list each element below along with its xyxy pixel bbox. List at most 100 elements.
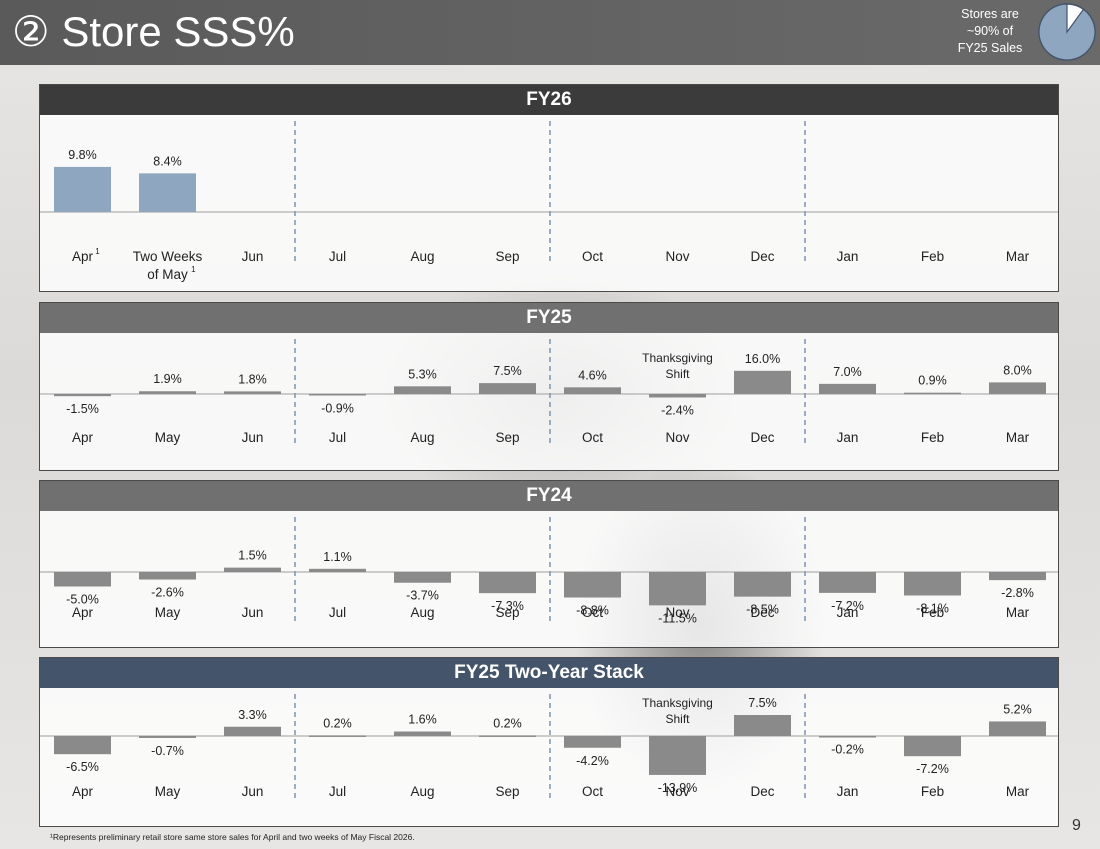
bar-aug xyxy=(394,731,451,736)
data-label: 1.6% xyxy=(408,713,437,727)
bar-mar xyxy=(989,721,1046,736)
tick-label: Oct xyxy=(582,430,603,445)
bar-feb xyxy=(904,572,961,596)
data-label: 7.5% xyxy=(748,696,777,710)
data-label: -1.5% xyxy=(66,402,99,416)
tick-label: Apr xyxy=(72,249,94,264)
annotation-text: Thanksgiving xyxy=(642,351,713,365)
stores-note-line: ~90% of xyxy=(966,24,1014,38)
data-label: 5.3% xyxy=(408,367,437,381)
data-label: 7.0% xyxy=(833,365,862,379)
tick-label: Jul xyxy=(329,249,346,264)
bar-nov xyxy=(649,394,706,398)
tick-label: of May xyxy=(147,267,188,282)
data-label: -13.9% xyxy=(658,781,698,795)
chart-panel-fy25: FY25 -1.5% Apr 1.9% May 1.8% Jun -0.9% Jul 5.3% A… xyxy=(39,302,1059,471)
panel-header-fy25: FY25 xyxy=(40,303,1058,333)
tick-label: Two Weeks xyxy=(133,249,203,264)
panel-header-fy26: FY26 xyxy=(40,85,1058,115)
bar-mar xyxy=(989,382,1046,394)
stores-note-line: FY25 Sales xyxy=(957,41,1023,55)
tick-label: Dec xyxy=(750,430,774,445)
data-label: 1.1% xyxy=(323,550,352,564)
panel-header-fy24: FY24 xyxy=(40,481,1058,511)
tick-label: Dec xyxy=(750,784,774,799)
bar-mar xyxy=(989,572,1046,581)
data-label: -0.7% xyxy=(151,744,184,758)
data-label: 1.9% xyxy=(153,372,182,386)
tick-label: Nov xyxy=(665,430,689,445)
stores-share-pie xyxy=(1038,3,1096,61)
tick-label: Apr xyxy=(72,430,94,445)
data-label: 8.4% xyxy=(153,154,182,168)
data-label: 7.5% xyxy=(493,364,522,378)
bar-apr xyxy=(54,166,111,212)
bar-apr xyxy=(54,572,111,587)
tick-label: Nov xyxy=(665,784,689,799)
data-label: -4.2% xyxy=(576,754,609,768)
tick-label: Jul xyxy=(329,430,346,445)
tick-label: Nov xyxy=(665,249,689,264)
tick-label: Mar xyxy=(1006,605,1030,620)
chart-two-year-stack: -6.5% Apr -0.7% May 3.3% Jun 0.2% Jul 1.6% Aug 0.2… xyxy=(40,694,1058,800)
title-bar: ② Store SSS% Stores are ~90% of FY25 Sal… xyxy=(0,0,1100,65)
tick-label: Sep xyxy=(495,430,519,445)
data-label: -8.8% xyxy=(576,604,609,618)
tick-label: Oct xyxy=(582,605,603,620)
data-label: -0.2% xyxy=(831,743,864,757)
chart-fy24: -5.0%Apr -2.6% May 1.5% Jun 1.1% Jul -3.7% Aug -7… xyxy=(40,517,1058,625)
tick-label: Jan xyxy=(837,605,859,620)
tick-label: May xyxy=(155,784,181,799)
tick-label: Feb xyxy=(921,784,944,799)
bar-dec xyxy=(734,370,791,394)
bar-nov xyxy=(649,572,706,606)
tick-label: Jun xyxy=(242,605,264,620)
tick-label: Jan xyxy=(837,784,859,799)
tick-label: Jan xyxy=(837,430,859,445)
tick-label: May xyxy=(155,430,181,445)
data-label: -5.0% xyxy=(66,593,99,607)
bar-jul xyxy=(309,568,366,572)
tick-label: Dec xyxy=(750,605,774,620)
bar-apr xyxy=(54,394,111,397)
tick-label: Sep xyxy=(495,784,519,799)
bar-jun xyxy=(224,726,281,736)
tick-label: Nov xyxy=(665,605,689,620)
bar-nov xyxy=(649,736,706,775)
bar-feb xyxy=(904,736,961,757)
data-label: -11.5% xyxy=(658,611,697,625)
tick-label: Aug xyxy=(410,430,434,445)
bar-oct xyxy=(564,572,621,598)
data-label: -8.5% xyxy=(746,603,779,617)
tick-label: Sep xyxy=(495,249,519,264)
data-label: 1.8% xyxy=(238,372,267,386)
bar-aug xyxy=(394,386,451,394)
tick-superscript: 1 xyxy=(191,265,196,274)
data-label: -2.4% xyxy=(661,403,694,417)
stores-note-line: Stores are xyxy=(961,7,1019,21)
annotation-text: Thanksgiving xyxy=(642,696,713,710)
data-label: 5.2% xyxy=(1003,702,1032,716)
data-label: 8.0% xyxy=(1003,363,1032,377)
data-label: -6.5% xyxy=(66,760,99,774)
tick-label: Feb xyxy=(921,430,944,445)
tick-label: Oct xyxy=(582,784,603,799)
tick-label: Oct xyxy=(582,249,603,264)
data-label: 9.8% xyxy=(68,148,97,162)
tick-label: May xyxy=(155,605,181,620)
data-label: 4.6% xyxy=(578,368,607,382)
tick-superscript: 1 xyxy=(95,247,100,256)
data-label: -3.7% xyxy=(406,589,439,603)
tick-label: Mar xyxy=(1006,249,1030,264)
data-label: 0.2% xyxy=(323,716,352,730)
data-label: -7.2% xyxy=(831,599,864,613)
tick-label: Jun xyxy=(242,430,264,445)
tick-label: Sep xyxy=(495,605,519,620)
data-label: 0.9% xyxy=(918,374,947,388)
page-number: 9 xyxy=(1072,817,1081,834)
tick-label: Jul xyxy=(329,784,346,799)
stores-share-note: Stores are ~90% of FY25 Sales xyxy=(946,6,1034,57)
bar-apr xyxy=(54,736,111,755)
data-label: -2.6% xyxy=(151,586,184,600)
bar-sep xyxy=(479,383,536,394)
